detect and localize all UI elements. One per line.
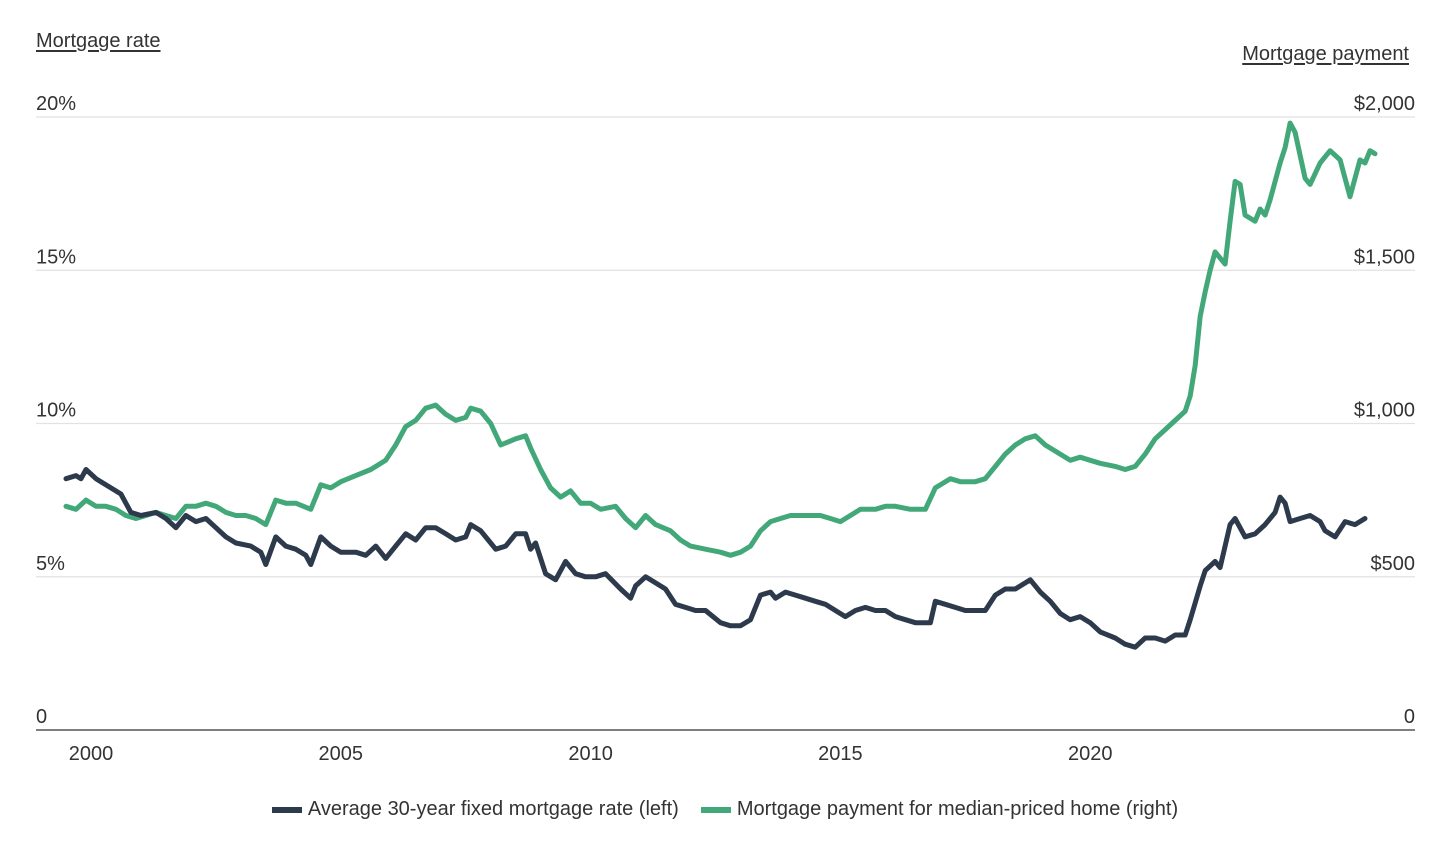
left-tick-label: 10% — [36, 400, 76, 422]
grid-lines — [36, 116, 1415, 578]
right-tick-label: 0 — [1404, 706, 1415, 728]
x-tick-label: 2005 — [319, 743, 364, 765]
right-tick-label: $500 — [1371, 553, 1416, 575]
series-line-rate — [63, 467, 1368, 650]
left-tick-label: 5% — [36, 553, 65, 575]
legend-item-payment: Mortgage payment for median-priced home … — [700, 798, 1179, 821]
left-tick-label: 20% — [36, 93, 76, 115]
right-tick-label: $1,000 — [1354, 400, 1415, 422]
x-tick-label: 2010 — [568, 743, 613, 765]
legend: Average 30-year fixed mortgage rate (lef… — [0, 798, 1450, 821]
right-tick-label: $1,500 — [1354, 246, 1415, 268]
left-axis-ticks: 0 5% 10% 15% 20% — [36, 93, 76, 728]
legend-swatch-payment — [700, 806, 731, 813]
legend-label-payment: Mortgage payment for median-priced home … — [736, 798, 1179, 820]
right-axis-title: Mortgage payment — [1242, 43, 1409, 65]
legend-label-rate: Average 30-year fixed mortgage rate (lef… — [307, 798, 679, 820]
left-tick-label: 0 — [36, 706, 47, 728]
legend-swatch-rate — [271, 806, 302, 813]
series-lines — [63, 120, 1378, 650]
legend-item-rate: Average 30-year fixed mortgage rate (lef… — [271, 798, 679, 821]
left-axis-title: Mortgage rate — [36, 30, 161, 52]
x-tick-label: 2000 — [69, 743, 114, 765]
x-tick-label: 2020 — [1068, 743, 1113, 765]
x-tick-label: 2015 — [818, 743, 863, 765]
right-tick-label: $2,000 — [1354, 93, 1415, 115]
right-axis-ticks: 0 $500 $1,000 $1,500 $2,000 — [1354, 93, 1415, 728]
series-line-payment — [63, 120, 1378, 558]
left-tick-label: 15% — [36, 246, 76, 268]
x-axis-ticks: 2000 2005 2010 2015 2020 — [69, 743, 1113, 765]
